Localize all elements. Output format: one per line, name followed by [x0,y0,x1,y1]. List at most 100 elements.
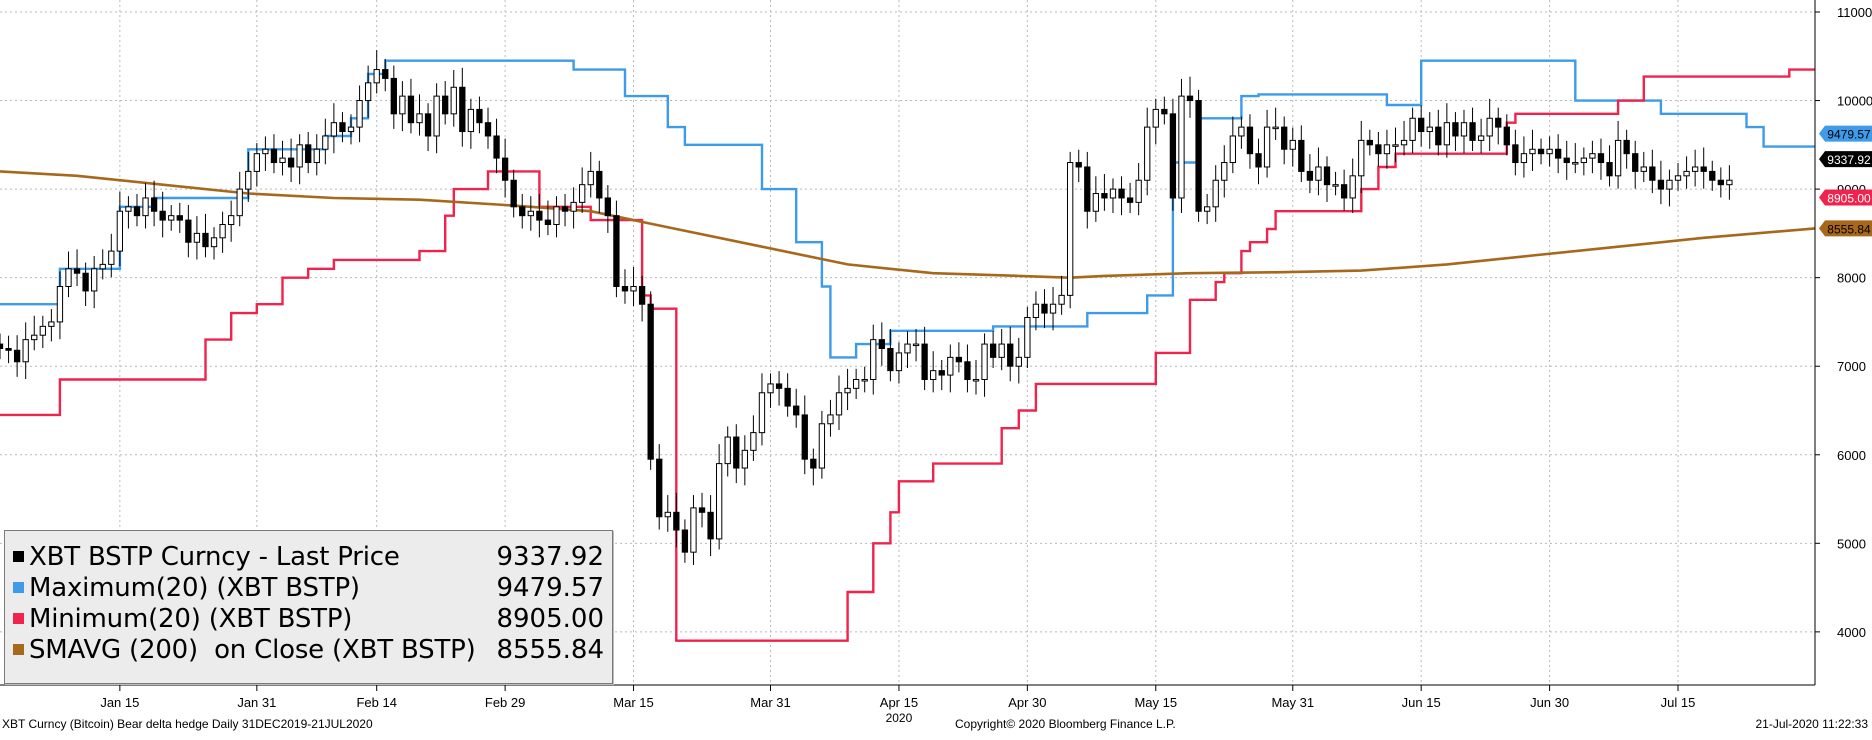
candle-body [1555,148,1562,159]
candle-body [1169,113,1177,199]
candle-body [852,378,860,389]
candle-body [1323,166,1331,186]
candle-body [219,224,226,239]
candle-body [1272,126,1279,130]
candle-body [1614,139,1622,177]
candle-body [296,144,303,168]
candle-body [972,378,980,382]
candle-body [1452,122,1459,137]
last-value-text: 9479.57 [1827,128,1871,142]
candle-body [758,392,766,434]
candle-body [775,383,783,389]
legend-swatch-smavg [13,644,24,655]
candle-body [1349,175,1356,199]
candle-body [1152,108,1159,128]
series-line-maximum [0,59,1815,359]
candle-body [989,343,997,358]
candle-body [810,458,817,469]
candle-body [1067,162,1074,296]
candle-body [356,100,363,128]
candle-body [73,268,81,274]
candle-body [750,432,757,451]
x-tick-label: Mar 15 [613,695,653,710]
candle-body [1649,166,1656,181]
footer-copyright: Copyright© 2020 Bloomberg Finance L.P. [955,717,1176,731]
candle-body [116,210,124,252]
candle-body [467,108,475,133]
candle-body [1058,294,1065,305]
candle-body [305,144,312,164]
candle-body [22,339,29,363]
candle-body [1477,135,1485,141]
candle-body [561,206,569,212]
legend-value: 8905.00 [496,603,604,634]
candle-body [707,511,714,540]
candle-body [536,210,543,221]
candle-body [253,153,260,172]
candle-body [596,170,603,199]
x-tick-label: Jun 15 [1402,695,1441,710]
candle-body [1537,148,1545,155]
candle-body [313,148,320,164]
candle-body [767,383,774,394]
candle-body [870,339,877,380]
candle-body [1409,117,1416,141]
candle-body [228,215,235,226]
candle-body [793,405,800,416]
candle-body [1298,139,1305,172]
candle-body [1383,144,1391,155]
legend-swatch-last-price [13,551,24,562]
candle-body [13,349,21,363]
candle-body [442,95,449,115]
candle-body [1486,117,1493,137]
footer-left-text: XBT Curncy (Bitcoin) Bear delta hedge Da… [2,717,373,731]
candle-body [5,348,12,351]
candle-body [476,108,483,124]
candle-body [844,387,851,394]
chart-legend: XBT BSTP Curncy - Last Price 9337.92 Max… [4,530,613,684]
candle-body [1221,162,1228,181]
candle-body [1161,108,1168,115]
candle-body [501,157,509,181]
y-tick-label: 6000 [1837,448,1866,463]
candle-body [91,268,98,292]
candle-body [1049,303,1057,314]
candle-body [322,135,329,150]
candle-body [553,206,560,226]
footer-timestamp: 21-Jul-2020 11:22:33 [1755,717,1868,731]
candle-body [938,370,945,376]
candle-body [664,511,671,518]
candle-body [912,343,920,347]
axis-layer: 4000500060007000800090001000011000Jan 15… [0,0,1872,725]
candle-body [1691,166,1699,172]
series-line-minimum [0,68,1815,642]
candle-body [1426,126,1433,133]
candle-body [1315,166,1322,181]
candle-body [1726,179,1733,186]
candle-body [287,157,295,168]
candle-body [0,343,4,349]
candle-body [150,197,158,212]
candle-body [484,122,492,137]
candle-body [1520,153,1528,164]
candle-body [1144,126,1151,181]
candle-body [1255,153,1262,168]
candle-body [964,361,971,380]
candle-body [450,86,457,115]
candle-body [681,529,689,553]
candle-body [1229,135,1236,164]
candle-body [1246,126,1254,155]
candle-body [724,436,731,465]
legend-item-smavg: SMAVG (200) on Close (XBT BSTP) 8555.84 [13,634,604,665]
candle-body [904,343,911,354]
candle-body [621,286,629,292]
candle-body [202,232,209,248]
y-tick-label: 8000 [1837,271,1866,286]
candle-body [1623,139,1630,155]
candle-body [1460,122,1468,137]
legend-item-maximum: Maximum(20) (XBT BSTP) 9479.57 [13,572,604,603]
candle-body [364,82,372,102]
candle-body [1503,126,1510,146]
candle-body [382,69,389,79]
